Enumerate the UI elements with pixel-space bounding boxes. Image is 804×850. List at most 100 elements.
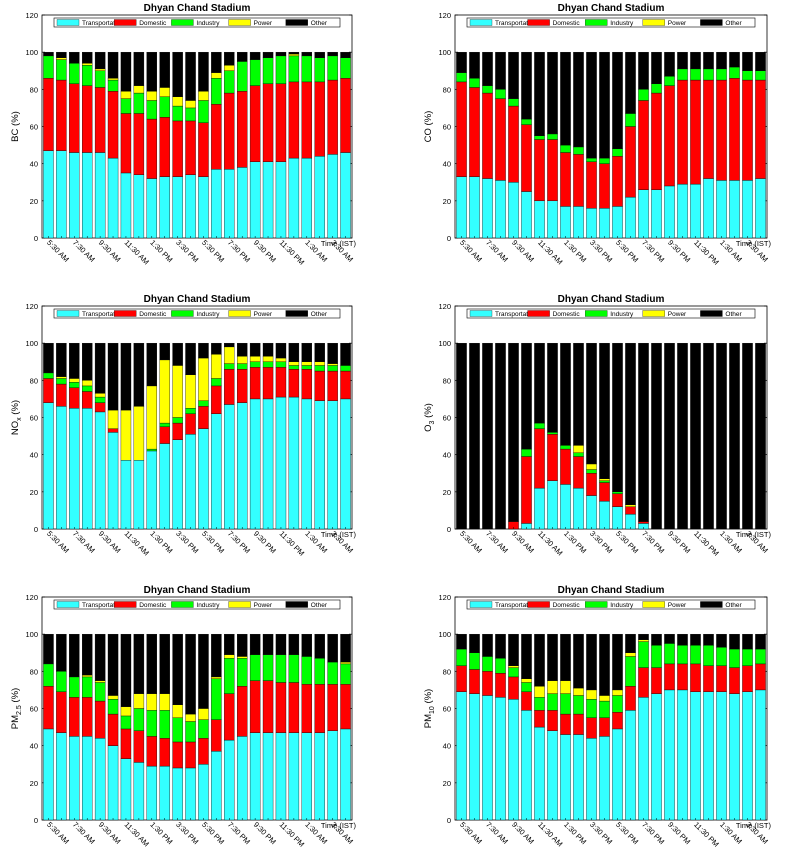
bar-segment-other <box>599 342 610 479</box>
bar-segment-transportation <box>120 172 132 239</box>
y-tick-label: 20 <box>30 197 38 206</box>
bar-segment-industry <box>340 365 351 372</box>
bar-segment-industry <box>288 365 300 370</box>
y-tick-label: 80 <box>443 376 451 385</box>
bar-segment-industry <box>172 105 183 122</box>
bar-segment-transportation <box>599 500 610 530</box>
y-tick-label: 40 <box>30 742 38 751</box>
bar-segment-industry <box>586 699 597 718</box>
bar-segment-power <box>133 406 145 461</box>
bar-segment-power <box>172 96 183 107</box>
bar-segment-transportation <box>159 765 170 821</box>
bar-segment-industry <box>275 55 287 84</box>
bar-segment-industry <box>249 361 261 368</box>
bar-segment-transportation <box>703 691 714 821</box>
bar-segment-domestic <box>547 139 558 202</box>
bar-segment-transportation <box>198 428 209 530</box>
bar-segment-domestic <box>288 81 300 159</box>
bar-segment-domestic <box>224 369 235 405</box>
bar-segment-other <box>314 51 325 58</box>
legend-box <box>53 17 341 28</box>
bar-segment-other <box>185 51 196 101</box>
bar-segment-power <box>120 706 132 717</box>
bar-segment-industry <box>43 372 54 379</box>
bar-segment-other <box>327 51 338 57</box>
bar-segment-domestic <box>249 680 261 733</box>
bar-segment-other <box>677 633 688 646</box>
bar-segment-other <box>703 51 714 70</box>
x-tick-label: 3:30 PM <box>174 529 200 555</box>
bar-segment-transportation <box>560 734 571 821</box>
bar-segment-power <box>211 676 222 679</box>
bar-segment-industry <box>301 656 313 685</box>
x-tick-label: 9:30 AM <box>97 529 123 555</box>
bar-segment-transportation <box>456 176 467 239</box>
legend-label-transportation: Transportation <box>495 20 537 27</box>
legend-box <box>53 599 341 610</box>
bar-segment-other <box>482 633 493 657</box>
bar-segment-transportation <box>288 732 300 821</box>
legend-swatch-industry <box>171 310 194 317</box>
y-tick-label: 0 <box>447 525 451 534</box>
bar-segment-domestic <box>340 78 351 153</box>
bar-segment-domestic <box>198 122 209 177</box>
legend-label-other: Other <box>725 20 742 27</box>
bar-segment-power <box>198 357 209 401</box>
bar-segment-domestic <box>262 83 274 162</box>
bar-segment-industry <box>314 658 325 685</box>
x-tick-label: 11:30 AM <box>536 238 564 266</box>
bar-segment-transportation <box>107 432 119 530</box>
bar-segment-transportation <box>508 182 519 239</box>
bar-segment-industry <box>560 693 571 715</box>
bar-segment-domestic <box>664 663 675 691</box>
x-tick-label: 9:30 PM <box>666 238 692 264</box>
bar-segment-transportation <box>495 697 506 821</box>
bar-segment-industry <box>703 645 714 666</box>
bar-segment-industry <box>521 118 532 125</box>
bar-segment-industry <box>599 480 610 483</box>
bar-segment-domestic <box>198 738 209 765</box>
bar-segment-domestic <box>586 717 597 739</box>
bar-segment-other <box>508 51 519 99</box>
y-tick-label: 20 <box>30 488 38 497</box>
bar-segment-transportation <box>262 732 274 821</box>
x-tick-label: 7:30 AM <box>71 238 97 264</box>
legend-label-power: Power <box>668 311 687 318</box>
bar-segment-transportation <box>249 398 261 530</box>
bar-segment-transportation <box>185 434 196 530</box>
bar-segment-transportation <box>275 396 287 530</box>
legend-box <box>466 308 756 319</box>
bar-segment-transportation <box>534 487 545 530</box>
bar-segment-industry <box>185 408 196 414</box>
bar-segment-other <box>43 51 54 57</box>
bar-segment-power <box>198 91 209 101</box>
legend-swatch-other <box>700 19 723 26</box>
bar-segment-industry <box>508 98 519 107</box>
bar-segment-other <box>146 51 158 92</box>
x-tick-label: 11:30 AM <box>536 820 564 848</box>
bar-segment-other <box>236 342 248 357</box>
x-tick-label: 11:30 PM <box>278 820 307 849</box>
y-tick-label: 80 <box>30 667 38 676</box>
bar-segment-domestic <box>56 383 67 407</box>
bar-segment-domestic <box>314 370 325 401</box>
y-axis-label: BC (%) <box>10 111 21 142</box>
bar-segment-industry <box>508 667 519 678</box>
bar-segment-domestic <box>249 367 261 400</box>
bar-segment-domestic <box>495 673 506 698</box>
bar-segment-other <box>690 633 701 646</box>
bar-segment-other <box>249 342 261 357</box>
bar-segment-other <box>651 51 662 84</box>
bar-segment-industry <box>198 400 209 407</box>
bar-segment-domestic <box>94 87 106 153</box>
bar-segment-transportation <box>469 693 480 821</box>
bar-segment-other <box>482 342 493 530</box>
x-tick-label: 7:30 PM <box>226 238 252 264</box>
bar-segment-other <box>534 342 545 424</box>
bar-segment-industry <box>288 654 300 683</box>
bar-segment-industry <box>690 645 701 665</box>
bar-segment-industry <box>521 682 532 692</box>
bar-segment-other <box>521 51 532 120</box>
legend-swatch-domestic <box>114 310 137 317</box>
bar-segment-transportation <box>560 206 571 239</box>
